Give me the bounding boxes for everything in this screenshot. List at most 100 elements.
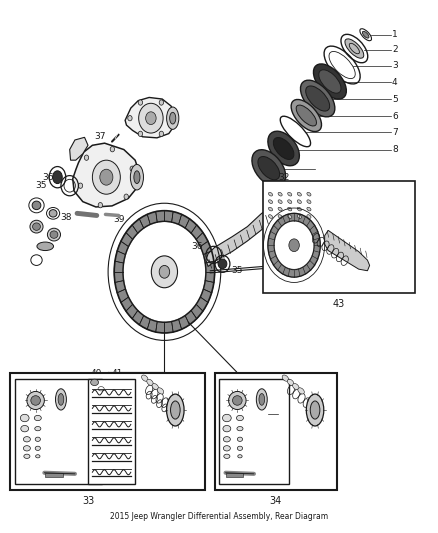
Circle shape (110, 147, 115, 152)
Text: 39: 39 (113, 215, 124, 224)
Ellipse shape (34, 415, 41, 421)
Polygon shape (314, 245, 320, 252)
Ellipse shape (259, 393, 265, 405)
Polygon shape (205, 261, 215, 272)
Polygon shape (114, 261, 124, 272)
Ellipse shape (24, 454, 30, 458)
Polygon shape (268, 245, 275, 252)
Ellipse shape (170, 112, 176, 124)
Polygon shape (164, 211, 173, 222)
Ellipse shape (297, 200, 301, 204)
Bar (219, 379, 289, 484)
Ellipse shape (152, 384, 159, 390)
Polygon shape (307, 261, 314, 270)
Ellipse shape (298, 388, 304, 394)
Ellipse shape (268, 200, 272, 204)
Ellipse shape (268, 192, 272, 196)
Ellipse shape (224, 454, 230, 458)
Circle shape (128, 116, 132, 121)
Polygon shape (299, 214, 305, 223)
Ellipse shape (223, 414, 231, 422)
Text: 43: 43 (333, 300, 345, 310)
Text: 33: 33 (82, 496, 94, 506)
Circle shape (146, 112, 156, 125)
Ellipse shape (307, 207, 311, 211)
Text: 2: 2 (392, 45, 398, 54)
Ellipse shape (157, 388, 164, 394)
Ellipse shape (237, 426, 243, 431)
Ellipse shape (288, 207, 292, 211)
Ellipse shape (58, 393, 64, 405)
Circle shape (138, 100, 143, 105)
Text: 1: 1 (392, 30, 398, 39)
Ellipse shape (310, 401, 320, 419)
Ellipse shape (288, 200, 292, 204)
Ellipse shape (91, 379, 99, 385)
Polygon shape (200, 241, 212, 255)
Ellipse shape (147, 379, 153, 385)
Ellipse shape (288, 215, 292, 219)
Polygon shape (115, 280, 125, 293)
Polygon shape (314, 238, 320, 245)
Ellipse shape (345, 39, 364, 58)
Polygon shape (312, 231, 320, 240)
Polygon shape (203, 251, 214, 263)
Ellipse shape (278, 215, 282, 219)
Polygon shape (179, 214, 190, 228)
Polygon shape (271, 225, 279, 235)
Ellipse shape (278, 200, 282, 204)
Ellipse shape (166, 107, 179, 130)
Polygon shape (307, 220, 314, 230)
Ellipse shape (53, 171, 62, 183)
Ellipse shape (223, 437, 230, 442)
Text: 5: 5 (392, 94, 398, 103)
Ellipse shape (49, 209, 57, 217)
Circle shape (78, 183, 83, 188)
Ellipse shape (35, 455, 40, 458)
Polygon shape (303, 216, 311, 226)
Ellipse shape (237, 437, 243, 441)
Polygon shape (205, 272, 215, 282)
Polygon shape (179, 316, 190, 329)
Polygon shape (310, 256, 318, 265)
Ellipse shape (218, 259, 227, 269)
Polygon shape (126, 304, 138, 319)
Polygon shape (185, 219, 197, 233)
Polygon shape (278, 264, 286, 274)
Ellipse shape (131, 165, 144, 190)
Polygon shape (325, 230, 370, 271)
Polygon shape (132, 219, 144, 233)
Polygon shape (70, 138, 88, 160)
Polygon shape (191, 304, 203, 319)
Ellipse shape (296, 105, 317, 126)
Polygon shape (117, 241, 128, 255)
Polygon shape (191, 225, 203, 239)
Polygon shape (147, 319, 157, 332)
Ellipse shape (31, 395, 40, 405)
Ellipse shape (258, 157, 279, 180)
Polygon shape (147, 212, 157, 224)
Ellipse shape (268, 207, 272, 211)
Polygon shape (196, 232, 208, 247)
Circle shape (159, 265, 170, 278)
Polygon shape (164, 321, 173, 333)
Ellipse shape (35, 426, 41, 431)
Polygon shape (139, 316, 150, 329)
Polygon shape (155, 211, 164, 222)
Bar (45, 473, 63, 477)
Ellipse shape (237, 415, 244, 421)
Ellipse shape (293, 384, 299, 390)
Ellipse shape (314, 64, 346, 99)
Ellipse shape (223, 425, 231, 432)
Ellipse shape (21, 425, 28, 432)
Ellipse shape (319, 70, 341, 93)
Text: 36: 36 (191, 242, 202, 251)
Bar (14, 379, 102, 484)
Circle shape (98, 203, 102, 208)
Polygon shape (268, 251, 276, 259)
Polygon shape (196, 297, 208, 311)
Polygon shape (310, 225, 318, 235)
Ellipse shape (278, 192, 282, 196)
Polygon shape (200, 289, 212, 302)
Ellipse shape (30, 220, 43, 233)
